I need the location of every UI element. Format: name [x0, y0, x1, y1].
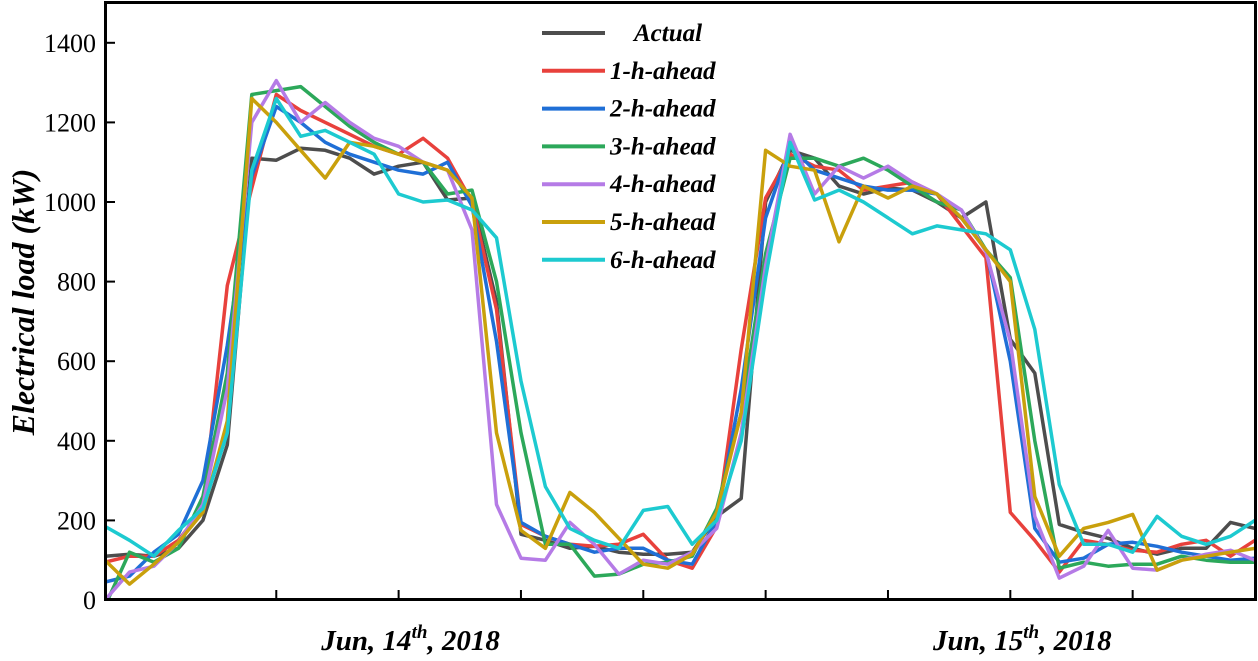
legend-label: 2-h-ahead [609, 96, 716, 123]
y-axis: 0 200 400 600 800 1000 1200 1400 [44, 29, 115, 615]
date-label-suffix: , 2018 [426, 625, 500, 657]
y-tick-label: 0 [83, 586, 96, 615]
date-label-prefix: Jun, 15 [932, 625, 1023, 657]
plot-frame [104, 1, 1257, 601]
y-tick-label: 1400 [44, 29, 96, 58]
series-line-6-h-ahead [105, 96, 1255, 558]
y-tick-label: 800 [57, 268, 96, 297]
series-line-5-h-ahead [105, 96, 1255, 586]
legend-label: 4-h-ahead [609, 171, 716, 198]
legend-label: 5-h-ahead [610, 209, 716, 236]
y-tick-label: 600 [57, 347, 96, 376]
legend-label: 1-h-ahead [610, 58, 716, 85]
legend-label: Actual [632, 20, 702, 47]
date-label-suffix: , 2018 [1038, 625, 1112, 657]
y-tick-label: 200 [57, 506, 96, 535]
series-line-actual [105, 146, 1255, 558]
date-label: Jun, 15th, 2018 [932, 622, 1112, 657]
legend-label: 3-h-ahead [609, 133, 716, 160]
date-labels: Jun, 14th, 2018 Jun, 15th, 2018 [320, 622, 1112, 657]
x-axis [275, 590, 1134, 600]
date-label-sup: th [412, 622, 428, 643]
y-axis-title: Electrical load (kW) [5, 169, 41, 437]
series-line-4-h-ahead [105, 78, 1255, 600]
date-label-prefix: Jun, 14 [320, 625, 411, 657]
y-tick-label: 1000 [44, 188, 96, 217]
legend: Actual 1-h-ahead 2-h-ahead 3-h-ahead 4-h-ahe… [542, 20, 716, 274]
date-label: Jun, 14th, 2018 [320, 622, 500, 657]
legend-label: 6-h-ahead [610, 247, 716, 274]
date-label-sup: th [1023, 622, 1039, 643]
series-layer [105, 78, 1255, 600]
series-line-1-h-ahead [105, 92, 1255, 574]
y-tick-label: 1200 [44, 108, 96, 137]
y-tick-label: 400 [57, 427, 96, 456]
